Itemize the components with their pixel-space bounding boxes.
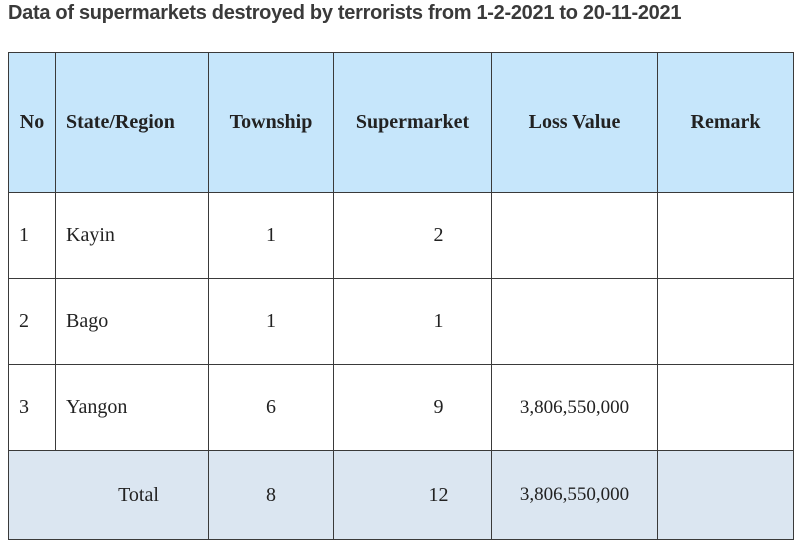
cell-supermarket: 1 [333, 278, 492, 365]
cell-township: 6 [208, 364, 334, 451]
cell-state-region: Bago [55, 278, 209, 365]
total-remark [657, 450, 794, 540]
supermarket-loss-table: No State/Region Township Supermarket Los… [8, 52, 794, 540]
cell-state-region: Kayin [55, 192, 209, 279]
total-township: 8 [208, 450, 334, 540]
cell-remark [657, 192, 794, 279]
cell-loss-value [491, 192, 658, 279]
table-header-row: No State/Region Township Supermarket Los… [8, 52, 794, 193]
cell-state-region: Yangon [55, 364, 209, 451]
cell-remark [657, 278, 794, 365]
total-label: Total [8, 450, 209, 540]
cell-no: 3 [8, 364, 56, 451]
total-loss-value: 3,806,550,000 [491, 450, 658, 540]
header-state-region: State/Region [55, 52, 209, 193]
cell-loss-value: 3,806,550,000 [491, 364, 658, 451]
cell-supermarket: 2 [333, 192, 492, 279]
total-supermarket: 12 [333, 450, 492, 540]
page-title: Data of supermarkets destroyed by terror… [8, 2, 682, 24]
cell-no: 2 [8, 278, 56, 365]
table-row: 2 Bago 1 1 [8, 278, 794, 365]
header-township: Township [208, 52, 334, 193]
header-remark: Remark [657, 52, 794, 193]
table-row: 3 Yangon 6 9 3,806,550,000 [8, 364, 794, 451]
header-loss-value: Loss Value [491, 52, 658, 193]
cell-township: 1 [208, 278, 334, 365]
cell-remark [657, 364, 794, 451]
cell-supermarket: 9 [333, 364, 492, 451]
table-row: 1 Kayin 1 2 [8, 192, 794, 279]
total-row: Total 8 12 3,806,550,000 [8, 450, 794, 540]
header-supermarket: Supermarket [333, 52, 492, 193]
header-no: No [8, 52, 56, 193]
cell-township: 1 [208, 192, 334, 279]
cell-loss-value [491, 278, 658, 365]
cell-no: 1 [8, 192, 56, 279]
